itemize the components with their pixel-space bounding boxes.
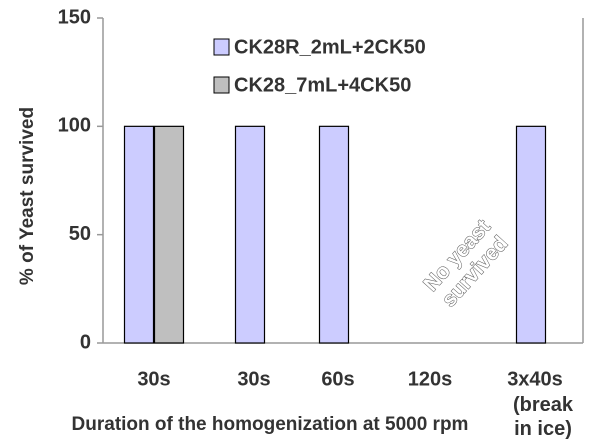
legend-swatch xyxy=(213,38,230,56)
y-tick-label: 0 xyxy=(80,331,91,353)
bar-series-1 xyxy=(515,125,547,344)
y-axis-title: % of Yeast survived xyxy=(17,107,38,285)
x-tick-label: 120s xyxy=(408,368,453,390)
legend: CK28R_2mL+2CK50 CK28_7mL+4CK50 xyxy=(213,36,426,96)
bar-series-1 xyxy=(318,125,350,344)
ticks-layer: 0 50 100 150 30s 30s 60s 120s 3x40s (break in ice) xyxy=(58,6,574,440)
x-axis-title: Duration of the homogenization at 5000 r… xyxy=(72,414,469,435)
x-tick-sublabel-line: in ice) xyxy=(514,418,572,440)
y-tick-label: 50 xyxy=(69,223,91,245)
x-tick-sublabel-line: (break xyxy=(513,394,574,416)
bar-series-1 xyxy=(234,125,266,344)
x-tick-label: 30s xyxy=(137,368,170,390)
y-tick-label: 150 xyxy=(58,6,91,28)
bar-series-2 xyxy=(153,125,185,344)
x-tick-sublabel: (break in ice) xyxy=(513,394,574,440)
x-tick-label: 60s xyxy=(321,368,354,390)
bar-series-1 xyxy=(123,125,155,344)
x-tick-label: 3x40s xyxy=(507,368,563,390)
x-tick-label: 30s xyxy=(237,368,270,390)
legend-label: CK28_7mL+4CK50 xyxy=(234,74,411,96)
legend-swatch xyxy=(213,76,230,94)
legend-label: CK28R_2mL+2CK50 xyxy=(234,36,426,58)
y-tick-label: 100 xyxy=(58,115,91,137)
bars-layer xyxy=(123,125,547,344)
